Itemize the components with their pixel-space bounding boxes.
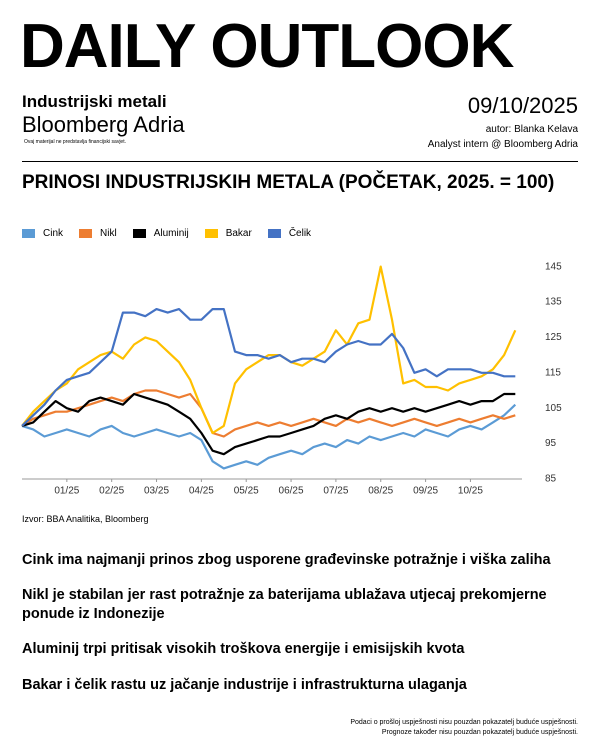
legend-swatch xyxy=(22,228,35,238)
legend-item: Čelik xyxy=(267,228,312,239)
x-tick-label: 04/25 xyxy=(189,486,214,497)
date: 09/10/2025 xyxy=(467,93,578,118)
legend-swatch xyxy=(267,228,281,238)
footer-note: Prognoze također nisu pouzdan pokazatelj… xyxy=(381,729,578,736)
legend: Cink Nikl Aluminij Bakar Čelik xyxy=(22,228,311,239)
divider xyxy=(22,161,578,162)
page-title: DAILY OUTLOOK xyxy=(20,12,514,81)
author: autor: Blanka Kelava xyxy=(485,124,578,135)
y-tick-label: 105 xyxy=(545,403,562,414)
series-line xyxy=(21,308,516,427)
legend-item: Bakar xyxy=(204,228,252,239)
x-tick-label: 08/25 xyxy=(368,486,393,497)
bullet: Nikl je stabilan jer rast potražnje za b… xyxy=(22,587,547,622)
legend-item: Nikl xyxy=(79,228,117,239)
series-line xyxy=(21,389,516,438)
chart-title: PRINOSI INDUSTRIJSKIH METALA (POČETAK, 2… xyxy=(22,172,555,193)
legend-label: Nikl xyxy=(100,228,117,239)
x-tick-label: 09/25 xyxy=(413,486,438,497)
disclaimer: Ovaj materijal ne predstavlja financijsk… xyxy=(24,139,126,145)
y-tick-label: 85 xyxy=(545,474,557,485)
y-tick-label: 115 xyxy=(545,367,561,378)
brand: Bloomberg Adria xyxy=(22,112,185,137)
series-line xyxy=(21,392,516,456)
source: Izvor: BBA Analitika, Bloomberg xyxy=(22,514,149,524)
x-tick-label: 03/25 xyxy=(144,486,169,497)
legend-item: Aluminij xyxy=(132,228,189,239)
y-tick-label: 95 xyxy=(545,438,557,449)
legend-label: Čelik xyxy=(288,228,312,239)
legend-label: Bakar xyxy=(225,228,252,239)
bullet: Aluminij trpi pritisak visokih troškova … xyxy=(22,641,465,657)
legend-label: Aluminij xyxy=(153,228,189,239)
legend-item: Cink xyxy=(22,228,63,239)
y-tick-label: 125 xyxy=(545,332,562,343)
bullet: Cink ima najmanji prinos zbog usporene g… xyxy=(22,552,551,568)
x-tick-label: 05/25 xyxy=(234,486,259,497)
legend-swatch xyxy=(79,228,93,238)
chart: 85 95 105 115 125 135 145 01/25 02/25 03/25 04/25 0… xyxy=(21,261,562,497)
series-line xyxy=(21,265,517,435)
x-tick-label: 06/25 xyxy=(279,486,304,497)
legend-swatch xyxy=(132,228,146,238)
series-line xyxy=(21,403,517,470)
legend-swatch xyxy=(204,228,218,238)
x-tick-label: 02/25 xyxy=(99,486,124,497)
x-tick-label: 01/25 xyxy=(54,486,79,497)
y-tick-label: 135 xyxy=(545,297,562,308)
x-tick-label: 07/25 xyxy=(323,486,348,497)
footer-note: Podaci o prošlој uspješnosti nisu pouzda… xyxy=(350,719,578,726)
y-tick-label: 145 xyxy=(545,261,562,272)
topic: Industrijski metali xyxy=(22,92,167,111)
legend-label: Cink xyxy=(43,228,64,239)
x-tick-label: 10/25 xyxy=(458,486,483,497)
bullet: Bakar i čelik rastu uz jačanje industrij… xyxy=(22,677,467,693)
role: Analyst intern @ Bloomberg Adria xyxy=(427,139,578,150)
